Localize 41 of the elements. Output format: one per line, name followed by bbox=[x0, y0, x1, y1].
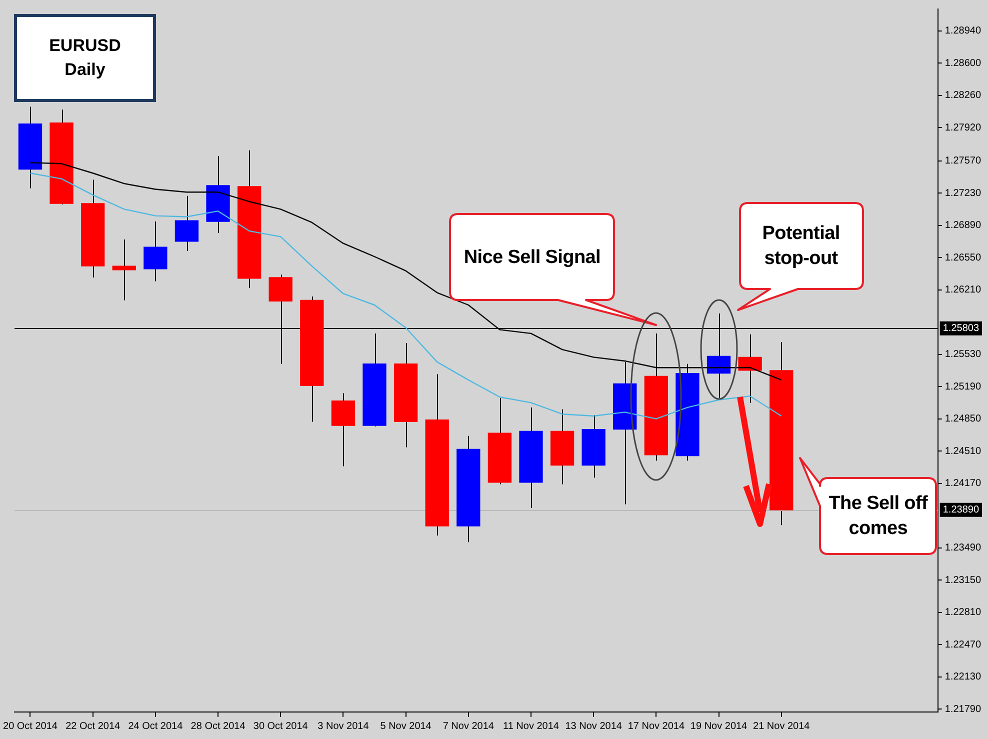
x-tick-label: 28 Oct 2014 bbox=[190, 720, 246, 732]
ref-line-label: 1.23890 bbox=[942, 504, 980, 516]
y-tick-label: 1.26890 bbox=[944, 220, 982, 232]
y-tick-label: 1.22130 bbox=[944, 672, 982, 683]
x-tick-label: 7 Nov 2014 bbox=[442, 720, 494, 732]
y-tick-label: 1.27230 bbox=[944, 188, 982, 199]
title-frame: EURUSD Daily bbox=[14, 14, 156, 102]
x-tick-label: 21 Nov 2014 bbox=[753, 720, 810, 732]
y-tick-label: 1.28260 bbox=[944, 90, 982, 102]
y-tick-label: 1.28600 bbox=[944, 58, 982, 69]
y-tick-label: 1.23150 bbox=[944, 574, 982, 586]
y-tick-label: 1.21790 bbox=[944, 704, 982, 715]
x-tick-label: 5 Nov 2014 bbox=[380, 720, 432, 732]
y-tick-label: 1.25530 bbox=[944, 349, 982, 360]
x-tick-label: 11 Nov 2014 bbox=[503, 720, 560, 732]
text: The Sell off comes bbox=[828, 492, 929, 541]
y-tick-label: 1.22470 bbox=[944, 639, 982, 650]
y-tick-label: 1.26550 bbox=[944, 252, 982, 264]
y-tick-label: 1.26210 bbox=[944, 284, 982, 296]
ref-line-label: 1.25803 bbox=[942, 323, 980, 334]
y-tick-label: 1.24510 bbox=[944, 446, 982, 457]
y-tick-label: 1.24170 bbox=[944, 478, 982, 490]
y-tick-label: 1.27920 bbox=[944, 122, 982, 134]
annotation: Nice Sell Signal bbox=[462, 246, 602, 270]
x-tick-label: 3 Nov 2014 bbox=[318, 720, 370, 732]
annotation: Potential stop-out bbox=[761, 222, 841, 271]
y-tick-label: 1.23490 bbox=[944, 542, 982, 554]
y-tick-label: 1.27570 bbox=[944, 156, 982, 167]
x-tick-label: 17 Nov 2014 bbox=[628, 720, 685, 732]
x-tick-label: 13 Nov 2014 bbox=[565, 720, 622, 732]
y-tick-label: 1.22810 bbox=[944, 607, 982, 618]
x-tick-label: 30 Oct 2014 bbox=[253, 720, 308, 732]
y-tick-label: 1.28940 bbox=[944, 26, 982, 37]
x-tick-label: 20 Oct 2014 bbox=[3, 720, 58, 732]
y-tick-label: 1.25190 bbox=[944, 381, 982, 392]
candlestick bbox=[174, 195, 199, 252]
y-tick-label: 1.24850 bbox=[944, 414, 982, 425]
x-tick-label: 24 Oct 2014 bbox=[128, 720, 184, 732]
x-tick-label: 22 Oct 2014 bbox=[66, 720, 121, 732]
x-tick-label: 19 Nov 2014 bbox=[690, 720, 748, 732]
candlestick bbox=[144, 221, 168, 282]
